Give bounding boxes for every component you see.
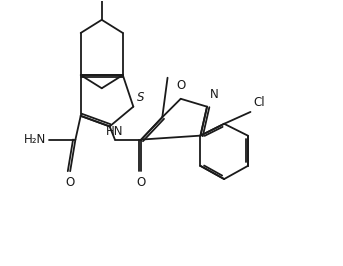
Text: O: O <box>137 176 146 189</box>
Text: Cl: Cl <box>253 96 265 109</box>
Text: H₂N: H₂N <box>24 133 46 146</box>
Text: O: O <box>176 79 185 92</box>
Text: N: N <box>210 88 218 101</box>
Text: O: O <box>66 176 75 189</box>
Text: S: S <box>137 90 144 103</box>
Text: HN: HN <box>106 125 124 138</box>
